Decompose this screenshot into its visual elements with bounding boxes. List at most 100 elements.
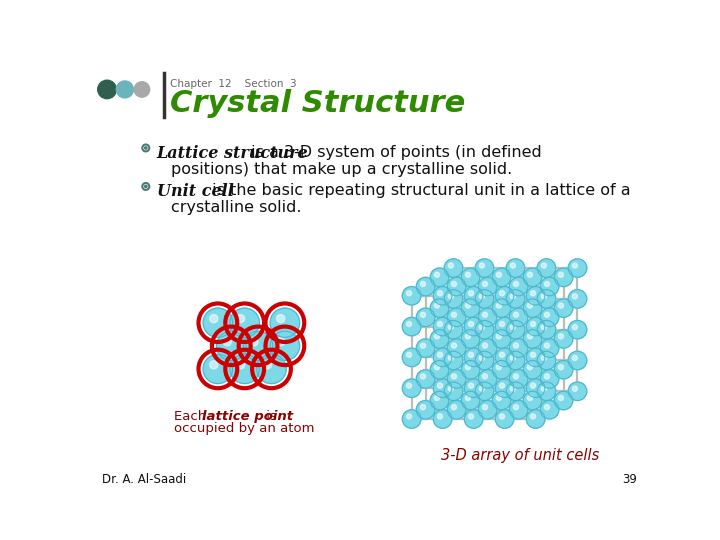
Circle shape	[449, 386, 454, 391]
Circle shape	[509, 339, 528, 357]
Circle shape	[449, 355, 454, 361]
Circle shape	[406, 414, 412, 419]
Circle shape	[572, 355, 577, 361]
Circle shape	[572, 263, 577, 268]
Circle shape	[420, 374, 426, 379]
Circle shape	[406, 291, 412, 296]
Circle shape	[506, 289, 525, 308]
Circle shape	[420, 281, 426, 287]
Circle shape	[431, 361, 449, 379]
Circle shape	[554, 299, 573, 318]
Circle shape	[447, 308, 466, 327]
Circle shape	[510, 294, 516, 299]
Circle shape	[465, 303, 471, 308]
Circle shape	[264, 361, 271, 369]
Circle shape	[447, 370, 466, 388]
Circle shape	[438, 383, 443, 388]
Circle shape	[431, 299, 449, 318]
Circle shape	[433, 410, 452, 428]
Circle shape	[433, 379, 452, 397]
Circle shape	[523, 330, 542, 348]
Circle shape	[541, 325, 546, 330]
Circle shape	[250, 338, 258, 346]
Circle shape	[98, 80, 117, 99]
Circle shape	[492, 299, 510, 318]
Circle shape	[480, 263, 485, 268]
Circle shape	[572, 325, 577, 330]
Circle shape	[495, 348, 514, 367]
Circle shape	[495, 318, 514, 336]
Circle shape	[431, 330, 449, 348]
Circle shape	[554, 330, 573, 348]
Text: Chapter  12    Section  3: Chapter 12 Section 3	[170, 79, 297, 89]
Circle shape	[478, 370, 497, 388]
Circle shape	[402, 287, 421, 305]
Circle shape	[527, 395, 533, 401]
Circle shape	[444, 289, 463, 308]
Circle shape	[447, 278, 466, 296]
Circle shape	[500, 352, 505, 357]
Circle shape	[210, 314, 218, 323]
Circle shape	[447, 401, 466, 419]
Circle shape	[465, 395, 471, 401]
Circle shape	[496, 272, 502, 278]
Circle shape	[416, 401, 435, 419]
Circle shape	[134, 82, 150, 97]
Circle shape	[451, 374, 456, 379]
Circle shape	[531, 321, 536, 327]
Circle shape	[434, 303, 439, 308]
Text: Crystal Structure: Crystal Structure	[170, 90, 465, 118]
Circle shape	[469, 291, 474, 296]
Circle shape	[469, 321, 474, 327]
Circle shape	[526, 379, 545, 397]
Circle shape	[447, 339, 466, 357]
Circle shape	[568, 289, 587, 308]
Circle shape	[444, 382, 463, 401]
Circle shape	[464, 348, 483, 367]
Circle shape	[482, 404, 487, 410]
Circle shape	[523, 361, 542, 379]
Circle shape	[523, 268, 542, 287]
Circle shape	[276, 338, 285, 346]
Circle shape	[416, 370, 435, 388]
Text: lattice point: lattice point	[202, 410, 293, 423]
Circle shape	[540, 308, 559, 327]
Circle shape	[475, 289, 494, 308]
Circle shape	[537, 382, 556, 401]
Circle shape	[554, 392, 573, 410]
Circle shape	[444, 259, 463, 278]
Circle shape	[451, 343, 456, 348]
Text: Lattice structure: Lattice structure	[157, 145, 308, 162]
Circle shape	[506, 351, 525, 370]
Circle shape	[117, 81, 133, 98]
Circle shape	[492, 392, 510, 410]
Circle shape	[558, 272, 564, 278]
Circle shape	[464, 410, 483, 428]
Circle shape	[492, 361, 510, 379]
Circle shape	[527, 364, 533, 370]
Circle shape	[500, 383, 505, 388]
Circle shape	[465, 272, 471, 278]
Circle shape	[203, 308, 233, 338]
Circle shape	[402, 348, 421, 367]
Circle shape	[480, 386, 485, 391]
Circle shape	[243, 331, 273, 361]
Circle shape	[500, 414, 505, 419]
Text: 39: 39	[622, 473, 637, 486]
Circle shape	[482, 281, 487, 287]
Circle shape	[492, 330, 510, 348]
Circle shape	[230, 354, 259, 383]
Text: 3-D array of unit cells: 3-D array of unit cells	[441, 448, 599, 463]
Circle shape	[544, 312, 549, 318]
Circle shape	[531, 291, 536, 296]
Circle shape	[406, 383, 412, 388]
Circle shape	[513, 374, 518, 379]
Circle shape	[480, 325, 485, 330]
Circle shape	[510, 386, 516, 391]
Circle shape	[496, 364, 502, 370]
Circle shape	[420, 312, 426, 318]
Circle shape	[203, 354, 233, 383]
Text: positions) that make up a crystalline solid.: positions) that make up a crystalline so…	[171, 162, 512, 177]
Circle shape	[464, 287, 483, 305]
Circle shape	[464, 318, 483, 336]
